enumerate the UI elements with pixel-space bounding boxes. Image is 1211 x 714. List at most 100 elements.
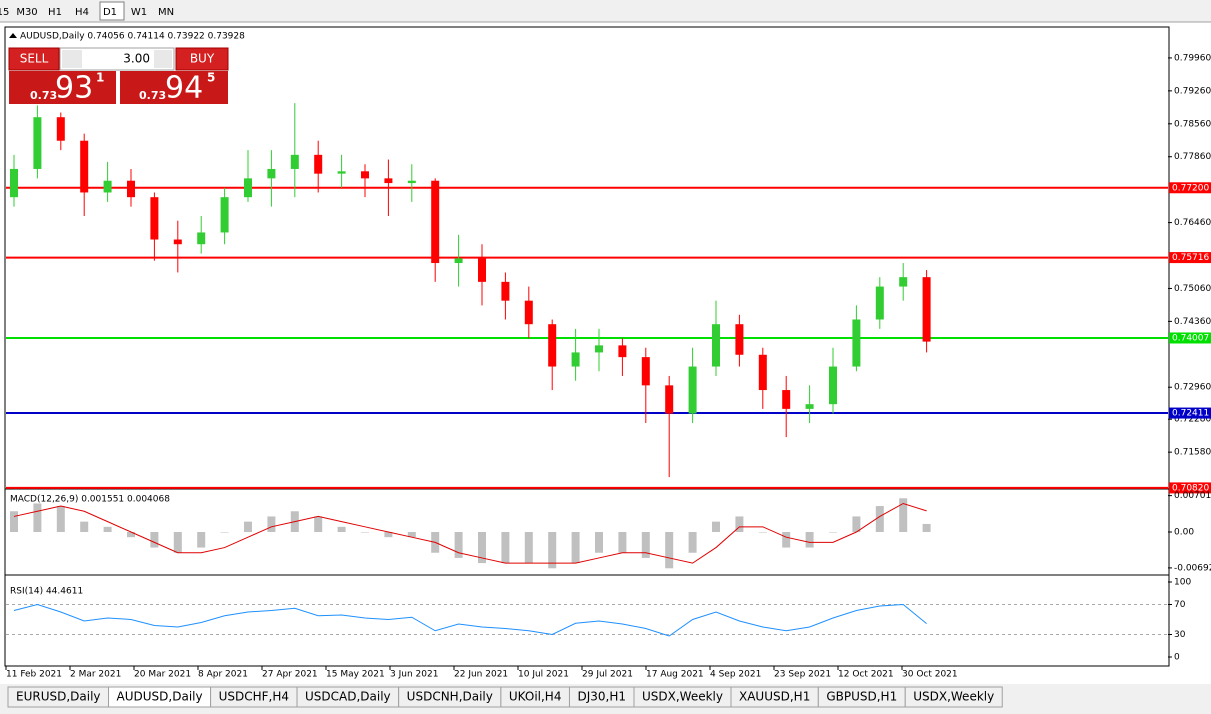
macd-bar	[829, 532, 837, 533]
level-label: 0.70820	[1172, 483, 1209, 493]
candle-body	[618, 345, 627, 358]
macd-bar	[688, 532, 697, 553]
y-tick-label: 0.007015	[1174, 491, 1211, 501]
y-tick-label: 0.72280	[1174, 415, 1211, 425]
panel-title: MACD(12,26,9) 0.001551 0.004068	[10, 495, 170, 505]
macd-bar	[314, 516, 323, 532]
timeframe-button[interactable]: H1	[48, 7, 62, 18]
macd-bar	[548, 532, 557, 569]
candle-body	[524, 300, 533, 325]
macd-bar	[337, 526, 346, 532]
candle-body	[10, 168, 18, 198]
timeframe-button[interactable]: 15	[0, 7, 9, 18]
level-label: 0.74007	[1172, 333, 1209, 343]
candle-body	[595, 345, 603, 353]
tab-label[interactable]: EURUSD,Daily	[16, 690, 101, 704]
x-tick-label: 30 Oct 2021	[902, 670, 958, 680]
y-tick-label: 0.79260	[1174, 86, 1211, 96]
candle-body	[220, 197, 229, 233]
candle-body	[431, 180, 440, 264]
candle-body	[244, 178, 252, 198]
x-tick-label: 20 Mar 2021	[134, 670, 191, 680]
y-tick-label: 100	[1174, 578, 1191, 588]
x-tick-label: 8 Apr 2021	[198, 670, 248, 680]
y-tick-label: 0.78560	[1174, 119, 1211, 129]
macd-bar	[454, 532, 463, 558]
candle-body	[290, 154, 299, 169]
volume-up[interactable]	[154, 50, 172, 68]
x-tick-label: 29 Jul 2021	[582, 670, 633, 680]
macd-bar	[875, 506, 884, 532]
tab[interactable]	[904, 686, 1003, 708]
candle-body	[688, 366, 697, 414]
bid-small: 1	[96, 71, 104, 85]
candle-body	[267, 168, 276, 179]
y-tick-label: 70	[1174, 600, 1186, 610]
y-tick-label: 30	[1174, 630, 1186, 640]
candle-body	[852, 319, 861, 367]
macd-bar	[478, 532, 486, 564]
macd-bar	[758, 532, 767, 533]
tab-label[interactable]: USDX,Weekly	[642, 690, 723, 704]
volume-field[interactable]	[59, 47, 175, 71]
x-tick-label: 15 May 2021	[326, 670, 385, 680]
tab-label[interactable]: USDX,Weekly	[913, 690, 994, 704]
candle-body	[875, 286, 884, 320]
macd-bar	[33, 503, 42, 532]
candle-body	[712, 324, 720, 367]
y-tick-label: 0.79960	[1174, 53, 1211, 63]
macd-bar	[899, 498, 908, 532]
timeframe-button[interactable]: M30	[16, 7, 37, 18]
tab-label[interactable]: UKOil,H4	[509, 690, 562, 704]
timeframe-button[interactable]: W1	[131, 7, 147, 18]
tab-label[interactable]: USDCAD,Daily	[305, 690, 391, 704]
volume-value[interactable]: 3.00	[123, 52, 150, 66]
y-tick-label: -0.006923	[1174, 563, 1211, 573]
bid-box[interactable]	[9, 71, 116, 104]
timeframe-button[interactable]: MN	[158, 7, 174, 18]
tab-label[interactable]: XAUUSD,H1	[739, 690, 810, 704]
macd-bar	[80, 521, 89, 532]
x-tick-label: 23 Sep 2021	[774, 670, 831, 680]
macd-bar	[197, 532, 206, 548]
tab-label[interactable]: USDCNH,Daily	[407, 690, 493, 704]
volume-down[interactable]	[62, 50, 82, 68]
x-tick-label: 22 Jun 2021	[454, 670, 508, 680]
candle-body	[454, 258, 463, 264]
candle-body	[501, 281, 510, 301]
ask-small: 5	[207, 71, 215, 85]
timeframe-button[interactable]: D1	[103, 7, 117, 18]
macd-bar	[103, 526, 112, 532]
buy-button[interactable]	[175, 47, 229, 71]
level-label: 0.72411	[1172, 409, 1209, 419]
candle-body	[197, 232, 206, 245]
macd-bar	[712, 521, 720, 532]
candle-body	[829, 366, 837, 405]
sell-button[interactable]	[8, 47, 60, 71]
tab-label[interactable]: GBPUSD,H1	[826, 690, 897, 704]
candle-body	[56, 117, 65, 141]
macd-bar	[10, 511, 18, 532]
x-tick-label: 10 Jul 2021	[518, 670, 569, 680]
timeframe-active[interactable]	[99, 1, 125, 21]
sell-label[interactable]: SELL	[20, 52, 49, 66]
macd-bar	[150, 532, 159, 548]
timeframe-button[interactable]: H4	[75, 7, 89, 18]
ask-box[interactable]	[120, 71, 228, 104]
level-label: 0.75716	[1172, 253, 1209, 263]
candle-body	[80, 140, 89, 193]
level-label: 0.77200	[1172, 183, 1209, 193]
panel-title: RSI(14) 44.4611	[10, 587, 83, 597]
macd-bar	[595, 532, 603, 553]
title-arrow	[9, 33, 17, 38]
macd-signal	[13, 502, 927, 564]
level-label-bg	[1169, 332, 1211, 344]
x-tick-label: 2 Mar 2021	[70, 670, 121, 680]
tab-label[interactable]: USDCHF,H4	[219, 690, 289, 704]
tab-label[interactable]: DJ30,H1	[577, 690, 626, 704]
tab-label[interactable]: AUDUSD,Daily	[117, 690, 203, 704]
macd-bar	[173, 532, 182, 553]
buy-label[interactable]: BUY	[190, 52, 215, 66]
level-label-bg	[1169, 482, 1211, 494]
